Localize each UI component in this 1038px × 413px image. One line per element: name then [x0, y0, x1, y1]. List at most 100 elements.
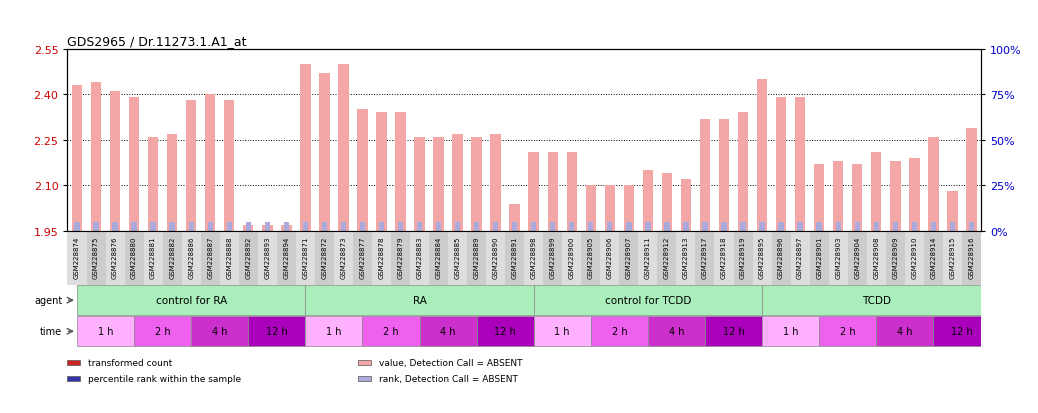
Bar: [510, 204, 520, 231]
Text: GSM228895: GSM228895: [759, 235, 765, 278]
Bar: [417, 222, 422, 231]
Bar: [624, 186, 634, 231]
Text: GSM228916: GSM228916: [968, 235, 975, 278]
Bar: [200, 231, 220, 285]
Bar: [169, 222, 174, 231]
Text: GSM228913: GSM228913: [683, 235, 689, 278]
Bar: [248, 317, 305, 346]
Text: GSM228909: GSM228909: [893, 235, 898, 278]
Text: GSM228881: GSM228881: [151, 235, 156, 278]
Text: GSM228888: GSM228888: [226, 235, 233, 278]
Bar: [506, 231, 524, 285]
Bar: [204, 95, 216, 231]
Bar: [664, 222, 670, 231]
Bar: [911, 222, 917, 231]
Bar: [832, 161, 844, 231]
Text: value, Detection Call = ABSENT: value, Detection Call = ABSENT: [379, 358, 522, 368]
Bar: [581, 231, 600, 285]
Text: GSM228875: GSM228875: [93, 235, 99, 278]
Bar: [112, 222, 117, 231]
Bar: [547, 152, 558, 231]
Bar: [962, 231, 981, 285]
Text: 1 h: 1 h: [783, 326, 798, 337]
Bar: [695, 231, 714, 285]
Bar: [543, 231, 563, 285]
Bar: [315, 231, 334, 285]
Text: percentile rank within the sample: percentile rank within the sample: [88, 374, 242, 383]
Bar: [604, 186, 616, 231]
Bar: [319, 74, 330, 231]
Text: GSM228908: GSM228908: [873, 235, 879, 278]
Bar: [305, 317, 362, 346]
Bar: [791, 231, 810, 285]
Bar: [493, 222, 498, 231]
Bar: [876, 317, 933, 346]
Text: GSM228876: GSM228876: [112, 235, 118, 278]
Bar: [874, 222, 879, 231]
Bar: [703, 222, 708, 231]
Text: GSM228904: GSM228904: [854, 235, 861, 278]
Bar: [740, 222, 745, 231]
Text: rank, Detection Call = ABSENT: rank, Detection Call = ABSENT: [379, 374, 518, 383]
Bar: [338, 65, 349, 231]
Bar: [928, 138, 938, 231]
Text: GSM228890: GSM228890: [493, 235, 498, 278]
Bar: [340, 222, 346, 231]
Bar: [303, 222, 308, 231]
Bar: [72, 86, 82, 231]
Bar: [281, 225, 292, 231]
Text: 2 h: 2 h: [840, 326, 855, 337]
Text: 2 h: 2 h: [383, 326, 399, 337]
Bar: [947, 192, 958, 231]
Bar: [419, 317, 476, 346]
Bar: [372, 231, 391, 285]
Bar: [143, 231, 163, 285]
Bar: [322, 222, 327, 231]
Text: 1 h: 1 h: [554, 326, 570, 337]
Bar: [376, 113, 387, 231]
Text: GSM228883: GSM228883: [416, 235, 422, 278]
Bar: [867, 231, 885, 285]
Bar: [762, 317, 819, 346]
Text: GSM228878: GSM228878: [379, 235, 384, 278]
Text: GSM228872: GSM228872: [322, 235, 327, 278]
Bar: [129, 98, 139, 231]
Bar: [448, 231, 467, 285]
Bar: [334, 231, 353, 285]
Text: 1 h: 1 h: [326, 326, 342, 337]
Text: 2 h: 2 h: [611, 326, 627, 337]
Text: GSM228891: GSM228891: [512, 235, 518, 278]
Bar: [453, 134, 463, 231]
Bar: [648, 317, 705, 346]
Bar: [661, 174, 673, 231]
Text: GSM228918: GSM228918: [721, 235, 727, 278]
Bar: [191, 317, 248, 346]
Bar: [467, 231, 486, 285]
Bar: [569, 222, 574, 231]
Bar: [828, 231, 848, 285]
Bar: [208, 222, 213, 231]
Text: transformed count: transformed count: [88, 358, 172, 368]
Bar: [753, 231, 771, 285]
Text: GSM228877: GSM228877: [359, 235, 365, 278]
Text: GSM228897: GSM228897: [797, 235, 803, 278]
Text: 12 h: 12 h: [494, 326, 516, 337]
Bar: [871, 152, 881, 231]
Bar: [132, 222, 137, 231]
Bar: [966, 128, 977, 231]
Bar: [931, 222, 936, 231]
Bar: [90, 83, 102, 231]
Bar: [429, 231, 448, 285]
Bar: [305, 286, 534, 315]
Bar: [490, 134, 501, 231]
Bar: [277, 231, 296, 285]
Text: GSM228900: GSM228900: [569, 235, 575, 278]
Bar: [283, 222, 289, 231]
Bar: [410, 231, 429, 285]
Bar: [67, 231, 86, 285]
Bar: [147, 138, 159, 231]
Bar: [968, 222, 974, 231]
Bar: [550, 222, 555, 231]
Text: GSM228894: GSM228894: [283, 235, 290, 278]
Bar: [296, 231, 315, 285]
